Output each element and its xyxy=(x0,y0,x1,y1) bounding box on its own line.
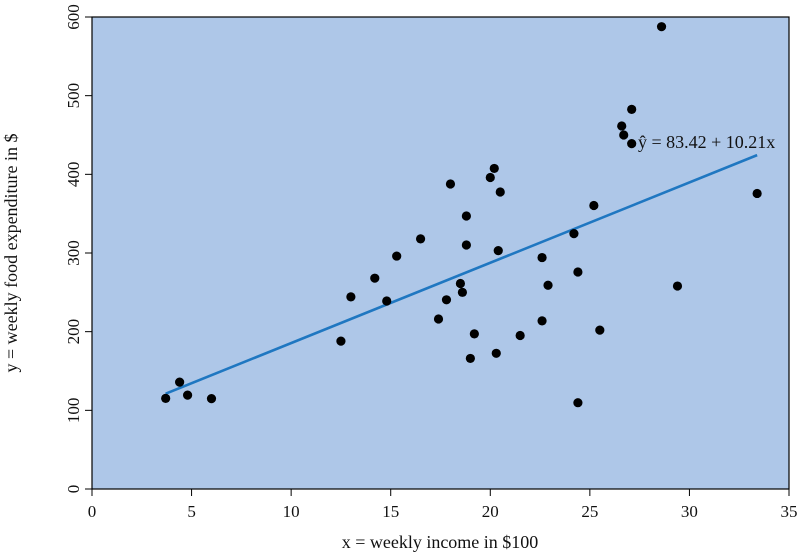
data-points xyxy=(161,22,762,408)
y-tick-label: 0 xyxy=(64,485,83,494)
x-tick-label: 15 xyxy=(382,502,399,521)
y-tick-label: 500 xyxy=(64,83,83,109)
y-tick-label: 200 xyxy=(64,319,83,345)
y-tick-label: 300 xyxy=(64,240,83,266)
data-point-24 xyxy=(495,187,505,197)
data-point-27 xyxy=(537,252,547,263)
data-point-33 xyxy=(595,325,605,335)
data-point-10 xyxy=(415,234,426,244)
regression-equation-label: ŷ = 83.42 + 10.21x xyxy=(638,132,775,152)
data-point-23 xyxy=(493,246,503,256)
data-point-39 xyxy=(672,281,683,291)
data-point-18 xyxy=(465,353,475,364)
data-point-38 xyxy=(656,22,667,32)
data-point-4 xyxy=(206,394,217,404)
data-point-17 xyxy=(461,211,471,221)
y-tick-label: 400 xyxy=(64,162,83,188)
data-point-6 xyxy=(346,292,356,302)
data-point-8 xyxy=(382,296,392,306)
x-tick-label: 10 xyxy=(283,502,300,521)
data-point-32 xyxy=(589,200,599,211)
x-tick-label: 0 xyxy=(88,502,97,521)
data-point-12 xyxy=(441,295,452,305)
data-point-14 xyxy=(455,278,466,289)
y-axis-title: y = weekly food expenditure in $ xyxy=(1,133,21,372)
data-point-3 xyxy=(182,390,193,400)
data-point-19 xyxy=(469,329,479,339)
data-point-25 xyxy=(515,330,525,341)
data-point-11 xyxy=(433,314,444,324)
regression-line xyxy=(165,153,758,395)
data-point-7 xyxy=(370,273,380,283)
x-axis: 0 5 10 15 20 25 30 35 xyxy=(88,489,798,521)
data-point-21 xyxy=(489,163,499,174)
x-tick-label: 5 xyxy=(187,502,196,521)
x-tick-label: 20 xyxy=(482,502,499,521)
data-point-30 xyxy=(573,398,583,408)
data-point-40 xyxy=(752,188,762,199)
data-point-36 xyxy=(627,104,637,114)
x-tick-label: 35 xyxy=(781,502,798,521)
data-point-29 xyxy=(569,229,579,239)
data-point-22 xyxy=(491,348,501,358)
data-point-37 xyxy=(627,139,637,149)
data-point-5 xyxy=(336,336,346,346)
data-point-26 xyxy=(537,316,547,326)
x-axis-title: x = weekly income in $100 xyxy=(342,532,539,552)
data-point-35 xyxy=(619,130,629,140)
data-point-31 xyxy=(573,267,583,277)
data-point-13 xyxy=(445,179,456,189)
y-axis: 0 100 200 300 400 500 600 xyxy=(64,4,92,493)
x-tick-label: 30 xyxy=(681,502,698,521)
y-tick-label: 600 xyxy=(64,4,83,30)
data-point-15 xyxy=(457,287,468,297)
plot-area xyxy=(92,17,789,489)
data-point-1 xyxy=(161,393,171,403)
data-point-34 xyxy=(617,121,627,131)
data-point-16 xyxy=(461,240,471,250)
x-tick-label: 25 xyxy=(581,502,598,521)
data-point-20 xyxy=(485,172,495,183)
data-point-9 xyxy=(392,251,402,261)
data-point-2 xyxy=(175,377,185,387)
data-point-28 xyxy=(543,280,553,290)
y-tick-label: 100 xyxy=(64,398,83,424)
